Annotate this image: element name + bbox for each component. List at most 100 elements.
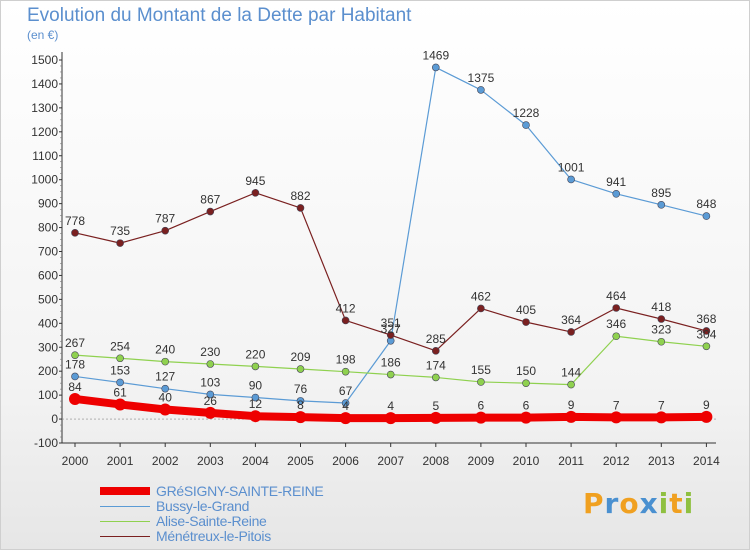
y-tick-label: 1200 — [31, 125, 58, 139]
logo-letter: i — [683, 487, 695, 520]
x-tick-label: 2003 — [197, 454, 224, 468]
data-label-0: 40 — [159, 390, 173, 404]
y-tick-label: 300 — [38, 340, 58, 354]
y-tick-label: 1400 — [31, 77, 58, 91]
data-point-3 — [206, 207, 215, 216]
data-label-3: 418 — [651, 300, 671, 314]
data-point-1 — [567, 175, 575, 184]
data-point-3 — [251, 189, 260, 197]
legend-item-gresigny: GRéSIGNY-SAINTE-REINE — [100, 483, 400, 499]
data-point-1 — [431, 63, 440, 72]
legend-swatch-alise — [100, 521, 150, 522]
data-label-0: 84 — [68, 380, 82, 394]
data-label-1: 153 — [110, 363, 130, 377]
y-tick-label: 200 — [38, 364, 58, 378]
data-label-1: 1001 — [558, 160, 585, 174]
logo-letter: P — [583, 487, 605, 520]
data-point-2 — [522, 379, 530, 387]
data-label-2: 323 — [651, 323, 671, 337]
x-tick-label: 2008 — [422, 454, 449, 468]
x-tick-label: 2005 — [287, 454, 314, 468]
data-point-2 — [657, 337, 666, 346]
legend-label-menetreux: Ménétreux-le-Pitois — [156, 528, 271, 544]
data-label-3: 882 — [290, 189, 310, 203]
data-label-0: 6 — [523, 399, 530, 413]
data-label-1: 127 — [155, 370, 175, 384]
y-tick-label: 0 — [51, 412, 58, 426]
x-tick-label: 2009 — [468, 454, 495, 468]
data-label-1: 178 — [65, 357, 85, 371]
data-label-2: 155 — [471, 363, 491, 377]
data-label-3: 412 — [336, 301, 356, 315]
data-label-2: 346 — [606, 317, 626, 331]
y-tick-label: 100 — [38, 388, 58, 402]
data-label-1: 90 — [249, 379, 263, 393]
data-point-2 — [431, 373, 440, 382]
data-label-0: 9 — [703, 398, 710, 412]
data-label-2: 220 — [245, 347, 265, 361]
data-label-2: 174 — [426, 358, 446, 372]
legend-label-alise: Alise-Sainte-Reine — [156, 513, 267, 529]
data-point-0 — [249, 410, 262, 423]
data-point-2 — [612, 332, 621, 341]
legend-swatch-gresigny — [100, 487, 150, 495]
logo-letter: o — [619, 487, 640, 520]
data-point-0 — [520, 411, 532, 424]
data-point-1 — [702, 212, 711, 220]
data-point-3 — [657, 315, 666, 323]
data-point-3 — [567, 328, 575, 336]
y-tick-label: 1300 — [31, 101, 58, 115]
data-label-3: 405 — [516, 303, 536, 317]
data-point-2 — [702, 342, 711, 351]
data-label-1: 895 — [651, 186, 671, 200]
data-point-2 — [386, 370, 395, 379]
y-tick-label: 1100 — [32, 149, 58, 163]
data-point-3 — [71, 229, 79, 237]
data-label-2: 230 — [200, 345, 220, 359]
x-tick-label: 2010 — [513, 454, 540, 468]
data-label-1: 1375 — [468, 71, 495, 85]
data-point-1 — [477, 86, 485, 94]
data-label-0: 4 — [387, 399, 394, 413]
logo-letter: r — [604, 487, 620, 520]
data-point-0 — [610, 411, 623, 424]
data-label-1: 67 — [339, 384, 353, 398]
data-label-0: 7 — [658, 398, 665, 412]
y-tick-label: 600 — [38, 268, 58, 282]
data-point-0 — [429, 411, 442, 424]
data-point-1 — [296, 397, 305, 405]
data-label-0: 8 — [297, 398, 304, 412]
y-tick-label: 1500 — [31, 53, 58, 67]
data-point-2 — [477, 378, 485, 386]
data-label-0: 61 — [113, 385, 127, 399]
y-tick-label: 700 — [38, 245, 58, 259]
data-point-3 — [341, 316, 350, 325]
legend-swatch-menetreux — [100, 536, 150, 537]
y-tick-label: 1000 — [31, 173, 58, 187]
data-label-1: 1469 — [422, 48, 449, 62]
data-label-3: 945 — [245, 174, 265, 188]
data-label-1: 941 — [606, 175, 626, 189]
data-label-2: 150 — [516, 364, 536, 378]
x-tick-label: 2011 — [558, 454, 584, 468]
data-point-0 — [69, 392, 81, 405]
data-point-3 — [477, 304, 485, 313]
legend-label-gresigny: GRéSIGNY-SAINTE-REINE — [156, 483, 324, 499]
data-label-0: 6 — [478, 399, 485, 413]
data-point-3 — [116, 239, 124, 247]
legend-item-alise: Alise-Sainte-Reine — [100, 513, 400, 529]
data-label-2: 209 — [290, 350, 310, 364]
data-label-1: 76 — [294, 382, 308, 396]
y-tick-label: -100 — [34, 436, 58, 450]
data-label-1: 848 — [696, 197, 716, 211]
data-label-2: 144 — [561, 366, 581, 380]
data-point-1 — [612, 190, 621, 198]
data-point-3 — [522, 318, 530, 326]
data-point-1 — [71, 372, 79, 381]
data-label-3: 285 — [426, 332, 446, 346]
unit-label: (en €) — [27, 28, 59, 42]
data-point-3 — [431, 347, 440, 355]
data-point-2 — [567, 380, 575, 389]
data-label-0: 7 — [613, 398, 620, 412]
